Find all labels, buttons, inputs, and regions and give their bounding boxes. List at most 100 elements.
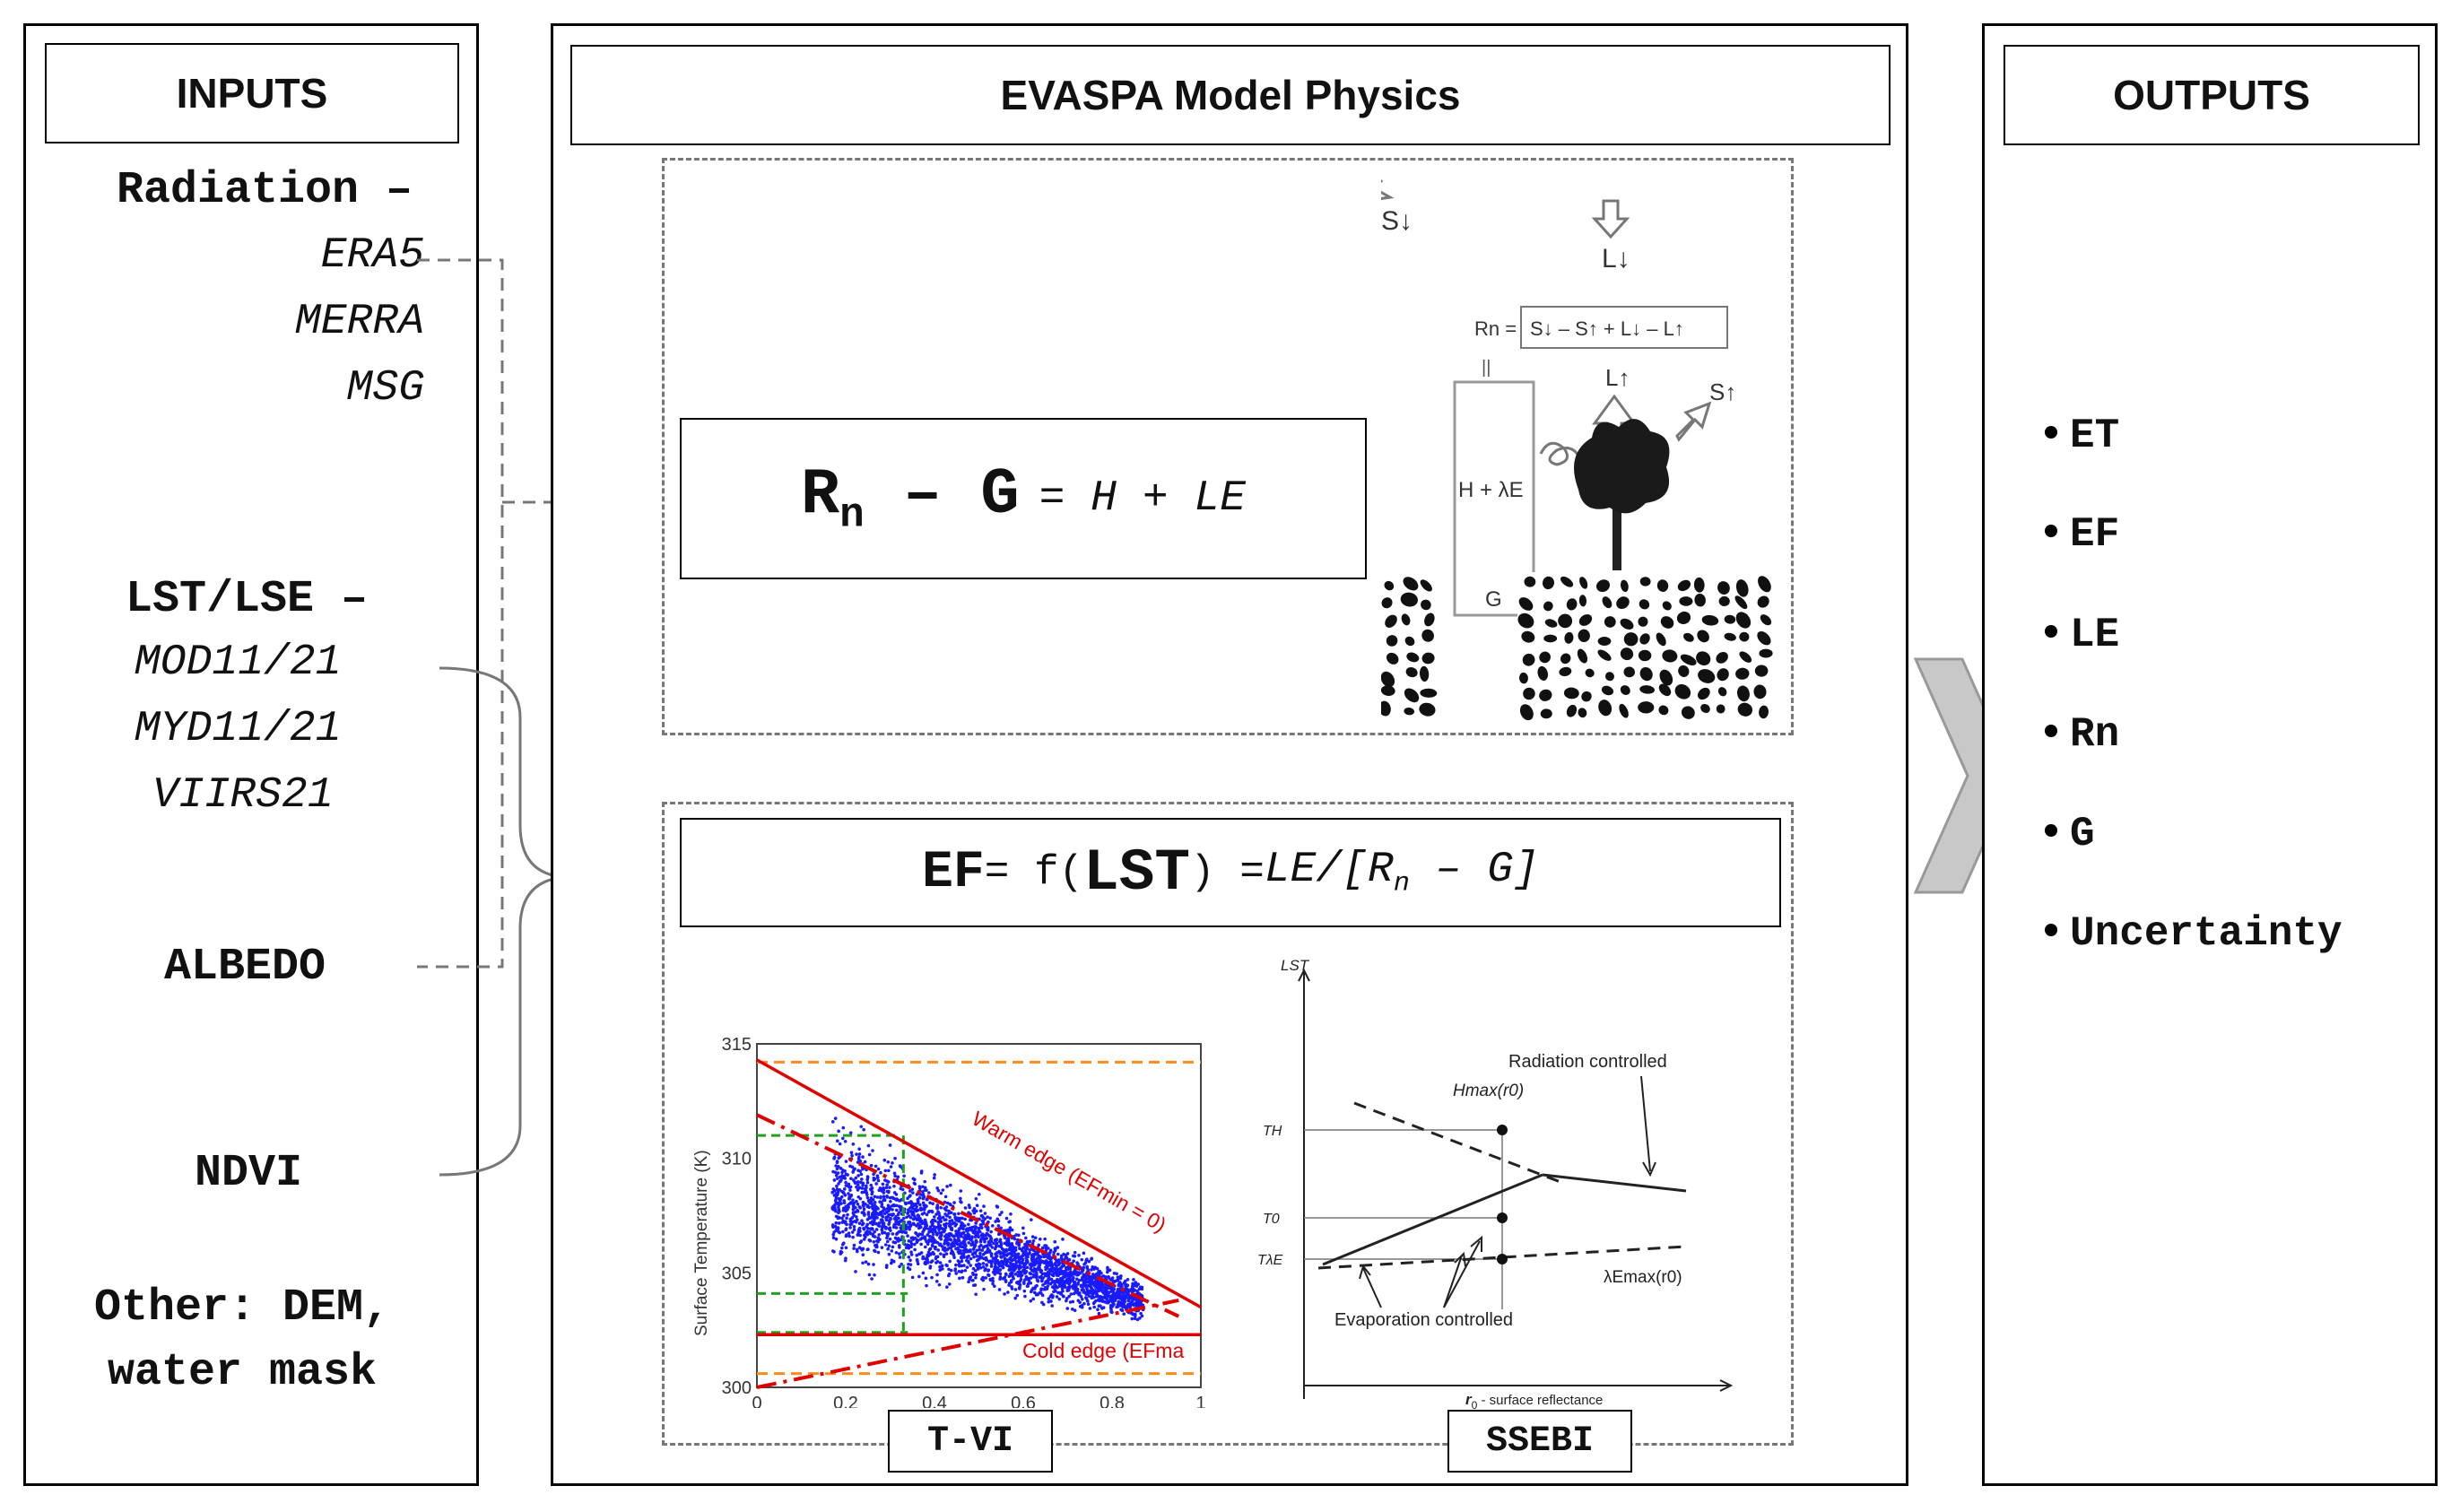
tvi-data-point [1098,1282,1102,1287]
tvi-data-point [996,1223,1001,1228]
tvi-data-point [983,1268,987,1273]
tvi-data-point [979,1226,984,1230]
tvi-data-point [947,1232,952,1236]
soil-particle [1560,653,1571,665]
tvi-data-point [1013,1264,1018,1267]
tvi-data-point [868,1200,872,1204]
tvi-data-point [1011,1254,1015,1257]
tvi-data-point [848,1188,852,1192]
tvi-data-point [837,1205,840,1210]
tvi-data-point [934,1225,939,1230]
rn-eq-text: S↓ – S↑ + L↓ – L↑ [1530,317,1684,340]
soil-particle [1566,598,1578,611]
tvi-data-point [868,1238,873,1243]
tvi-data-point [1017,1270,1021,1273]
tvi-data-point [1039,1274,1043,1279]
ssebi-label: SSEBI [1485,1421,1595,1462]
soil-particle [1760,614,1772,626]
soil-particle [1700,703,1710,714]
soil-particle [1386,635,1398,647]
tvi-data-point [1075,1261,1079,1264]
ef-rhs-a: LE/[R [1264,846,1394,895]
tvi-data-point [885,1239,890,1244]
tvi-data-point [977,1226,980,1230]
tvi-data-point [1065,1289,1070,1293]
tvi-data-point [873,1248,876,1253]
tvi-data-point [841,1169,845,1172]
tvi-data-point [943,1241,947,1245]
tvi-data-point [1007,1282,1012,1285]
tvi-data-point [1057,1261,1061,1265]
tvi-data-point [918,1219,923,1223]
tvi-data-point [953,1267,958,1271]
tvi-data-point [916,1221,920,1226]
tvi-data-point [978,1247,982,1252]
tvi-data-point [838,1142,842,1146]
tvi-data-point [969,1256,973,1261]
tvi-data-point [1087,1294,1091,1298]
tvi-data-point [998,1251,1002,1256]
tvi-data-point [844,1246,848,1250]
output-item-le: LE [2045,612,2119,658]
tvi-data-point [1116,1287,1120,1291]
tvi-data-point [1011,1248,1014,1252]
soil-particle [1678,665,1690,677]
tvi-data-point [931,1232,935,1237]
tvi-data-point [939,1205,943,1210]
tvi-data-point [1047,1299,1051,1304]
soil-particle [1694,593,1706,607]
tvi-data-point [974,1196,978,1201]
tvi-data-point [1097,1304,1101,1308]
outputs-title: OUTPUTS [2113,72,2310,118]
l-down-arrow-icon [1591,199,1630,239]
tvi-data-point [907,1255,911,1259]
tvi-data-point [981,1278,986,1282]
soil-particle [1543,601,1553,612]
tvi-x-tick-label: 1 [1195,1394,1205,1408]
tvi-data-point [1068,1300,1073,1304]
soil-particle [1400,592,1418,607]
tvi-data-point [885,1232,889,1236]
tvi-data-point [931,1250,934,1255]
tvi-data-point [907,1226,911,1230]
tvi-data-point [949,1243,953,1247]
tvi-data-point [923,1245,927,1249]
tvi-data-point [874,1182,878,1186]
tvi-data-point [840,1221,845,1224]
tvi-data-point [930,1275,934,1280]
tvi-data-point [846,1212,849,1217]
tvi-data-point [1103,1296,1108,1300]
tvi-data-point [931,1221,934,1226]
tvi-data-point [848,1234,851,1238]
tvi-data-point [901,1216,906,1221]
tvi-data-point [891,1225,896,1230]
tvi-data-point [866,1262,871,1266]
tvi-data-point [834,1221,839,1225]
tvi-data-point [836,1171,840,1175]
tvi-data-point [1018,1260,1021,1264]
soil-particle [1620,647,1634,661]
tvi-data-point [873,1201,877,1204]
tvi-data-point [852,1224,856,1229]
minus-g: – G [864,458,1020,533]
tvi-data-point [900,1230,905,1234]
tvi-data-point [1040,1278,1044,1282]
tvi-data-point [1080,1257,1084,1262]
tvi-data-point [861,1261,865,1265]
tvi-data-point [1021,1257,1025,1262]
tvi-data-point [865,1180,870,1185]
tvi-data-point [923,1186,927,1190]
tvi-data-point [1047,1273,1050,1277]
tvi-data-point [1046,1284,1050,1288]
tvi-data-point [844,1204,848,1209]
tvi-data-point [975,1248,979,1253]
tvi-data-point [1100,1284,1104,1288]
tvi-data-point [887,1212,891,1217]
soil-particle [1381,685,1395,696]
tvi-data-point [887,1227,891,1231]
tvi-data-point [989,1262,994,1265]
tvi-data-point [1047,1264,1050,1267]
ssebi-evaporation-line [1322,1173,1543,1266]
tvi-data-point [848,1185,851,1189]
tvi-data-point [1033,1287,1037,1290]
